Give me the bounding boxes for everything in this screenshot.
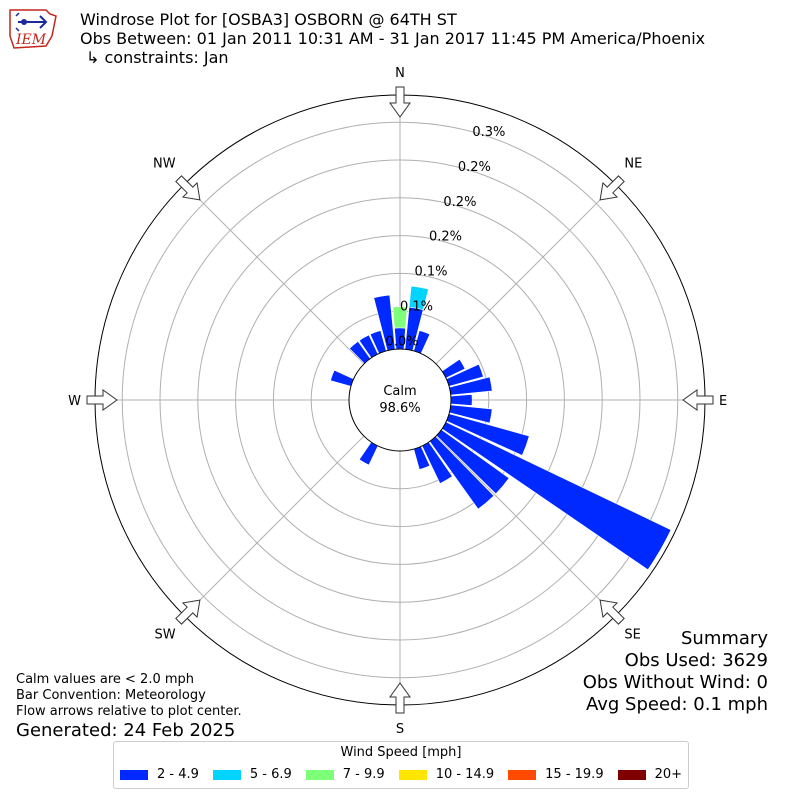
flow-arrow-icon xyxy=(175,175,201,201)
summary-title: Summary xyxy=(681,628,768,649)
radial-tick-label: 0.1% xyxy=(400,300,433,315)
legend-label: 2 - 4.9 xyxy=(156,767,199,782)
legend-item: 20+ xyxy=(617,767,683,782)
windrose-bars xyxy=(330,285,672,571)
chart-subtitle: Obs Between: 01 Jan 2011 10:31 AM - 31 J… xyxy=(80,29,706,48)
flow-arrow-icon xyxy=(86,389,118,411)
legend: Wind Speed [mph] 2 - 4.9 5 - 6.9 7 - 9.9 10… xyxy=(113,741,689,789)
radial-tick-label: 0.2% xyxy=(443,195,476,210)
direction-label-n: N xyxy=(395,66,405,81)
direction-label-se: SE xyxy=(624,627,640,642)
legend-item: 2 - 4.9 xyxy=(119,767,199,782)
grid-spoke xyxy=(183,435,365,617)
radial-tick-label: 0.3% xyxy=(472,125,505,140)
grid-spoke xyxy=(435,435,617,617)
legend-label: 10 - 14.9 xyxy=(435,767,495,782)
legend-item: 10 - 14.9 xyxy=(398,767,495,782)
title-block: Windrose Plot for [OSBA3] OSBORN @ 64TH … xyxy=(80,10,705,67)
calm-label: Calm xyxy=(383,384,416,399)
legend-items: 2 - 4.9 5 - 6.9 7 - 9.9 10 - 14.9 15 - 19.9 2… xyxy=(114,767,688,782)
windrose-bar xyxy=(330,369,354,387)
footer-notes: Calm values are < 2.0 mph Bar Convention… xyxy=(16,672,242,742)
radial-tick-labels: 0.0% 0.1% 0.1% 0.2% 0.2% 0.2% 0.3% xyxy=(386,125,506,350)
chart-constraints: ↳ constraints: Jan xyxy=(86,48,229,67)
direction-label-sw: SW xyxy=(154,627,175,642)
flow-note: Flow arrows relative to plot center. xyxy=(16,704,242,719)
direction-label-e: E xyxy=(719,394,727,409)
chart-title: Windrose Plot for [OSBA3] OSBORN @ 64TH … xyxy=(80,10,457,29)
legend-label: 5 - 6.9 xyxy=(249,767,292,782)
arrow-shape xyxy=(682,389,714,411)
flow-arrow-icon xyxy=(682,389,714,411)
direction-labels: N NE E SE S SW W NW xyxy=(68,66,727,737)
flow-arrow-icon xyxy=(175,599,201,625)
legend-item: 7 - 9.9 xyxy=(305,767,385,782)
flow-arrow-icon xyxy=(599,599,625,625)
radial-tick-label: 0.0% xyxy=(386,334,419,349)
logo-text: IEM xyxy=(15,32,47,48)
legend-label: 7 - 9.9 xyxy=(342,767,385,782)
generated-date: Generated: 24 Feb 2025 xyxy=(16,720,236,741)
arrow-shape xyxy=(389,86,411,118)
summary-avg-speed: Avg Speed: 0.1 mph xyxy=(586,694,768,715)
flow-arrows xyxy=(86,86,714,714)
flow-arrow-icon xyxy=(389,86,411,118)
arrow-shape xyxy=(599,175,625,201)
calm-circle xyxy=(348,348,452,452)
direction-label-nw: NW xyxy=(153,157,176,172)
legend-swatch xyxy=(398,769,427,780)
direction-label-w: W xyxy=(68,394,81,409)
grid-spoke xyxy=(183,183,365,365)
direction-label-s: S xyxy=(396,722,404,737)
legend-swatch xyxy=(305,769,334,780)
legend-label: 15 - 19.9 xyxy=(545,767,604,782)
legend-label: 20+ xyxy=(654,767,683,782)
legend-swatch xyxy=(617,769,646,780)
radial-tick-label: 0.2% xyxy=(458,160,491,175)
radial-tick-label: 0.1% xyxy=(414,265,447,280)
iem-logo: IEM xyxy=(9,9,57,49)
summary-box: Summary Obs Used: 3629 Obs Without Wind:… xyxy=(583,628,768,716)
bar-convention-note: Bar Convention: Meteorology xyxy=(16,688,206,703)
direction-label-ne: NE xyxy=(624,157,642,172)
calm-value: 98.6% xyxy=(379,401,420,416)
arrow-shape xyxy=(175,175,201,201)
arrow-shape xyxy=(175,599,201,625)
windrose-bar xyxy=(358,441,379,466)
legend-item: 5 - 6.9 xyxy=(212,767,292,782)
arrow-shape xyxy=(599,599,625,625)
legend-swatch xyxy=(212,769,241,780)
windrose-bar xyxy=(450,394,473,406)
legend-title: Wind Speed [mph] xyxy=(340,745,462,760)
flow-arrow-icon xyxy=(389,682,411,714)
summary-obs-without-wind: Obs Without Wind: 0 xyxy=(582,672,768,693)
windrose-bar xyxy=(408,285,429,310)
arrow-shape xyxy=(389,682,411,714)
calm-note: Calm values are < 2.0 mph xyxy=(16,672,195,687)
legend-swatch xyxy=(508,769,537,780)
summary-obs-used: Obs Used: 3629 xyxy=(624,650,768,671)
grid-spoke xyxy=(435,183,617,365)
flow-arrow-icon xyxy=(599,175,625,201)
legend-swatch xyxy=(119,769,148,780)
legend-item: 15 - 19.9 xyxy=(508,767,604,782)
arrow-shape xyxy=(86,389,118,411)
windrose-bar xyxy=(392,306,408,329)
radial-tick-label: 0.2% xyxy=(429,230,462,245)
